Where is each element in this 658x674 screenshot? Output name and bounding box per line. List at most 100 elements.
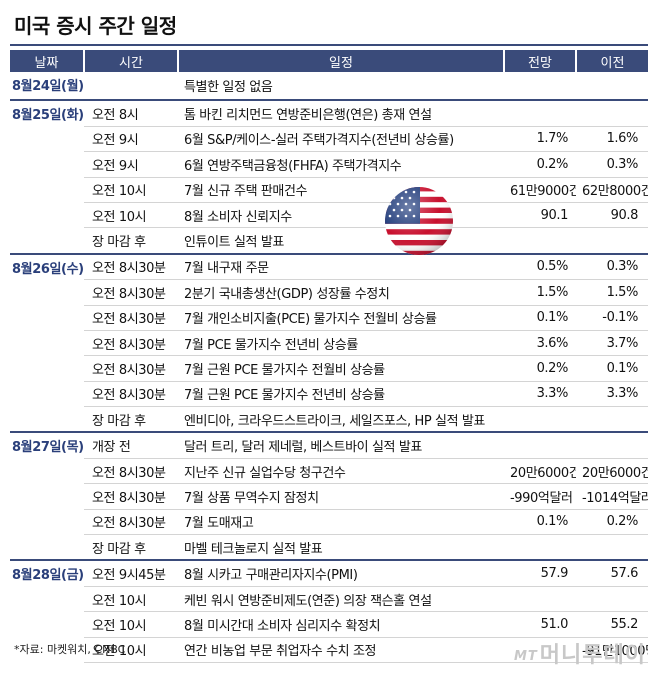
header-event: 일정	[178, 50, 505, 72]
event-cell: 마벨 테크놀로지 실적 발표	[178, 534, 504, 561]
table-row: 오전 10시 7월 신규 주택 판매건수 61만9000건 62만8000건	[10, 177, 648, 203]
forecast-cell: 0.5%	[504, 252, 576, 281]
time-cell: 오전 8시30분	[84, 381, 178, 408]
previous-cell: 20만6000건	[576, 458, 648, 485]
event-cell: 인튜이트 실적 발표	[178, 227, 504, 255]
previous-cell: 0.3%	[576, 252, 648, 281]
previous-cell	[576, 586, 648, 613]
time-cell: 오전 8시30분	[84, 355, 178, 382]
table-row: 장 마감 후 엔비디아, 크라우드스트라이크, 세일즈포스, HP 실적 발표	[10, 406, 648, 433]
time-cell: 오전 10시	[84, 611, 178, 638]
forecast-cell: 0.2%	[504, 355, 576, 382]
forecast-cell	[504, 227, 576, 255]
previous-cell: 90.8	[576, 202, 648, 229]
previous-cell	[576, 406, 648, 433]
event-cell: 톰 바킨 리치먼드 연방준비은행(연은) 총재 연설	[178, 99, 504, 127]
table-row: 오전 10시 8월 소비자 신뢰지수 90.1 90.8	[10, 202, 648, 229]
table-row: 오전 9시 6월 연방주택금융청(FHFA) 주택가격지수 0.2% 0.3%	[10, 151, 648, 178]
header-date: 날짜	[10, 50, 85, 72]
time-cell: 오전 8시30분	[84, 509, 178, 536]
table-row: 오전 9시 6월 S&P/케이스-실러 주택가격지수(전년비 상승률) 1.7% 1.…	[10, 126, 648, 153]
event-cell: 7월 신규 주택 판매건수	[178, 177, 504, 203]
forecast-cell	[504, 431, 576, 459]
logo-mt: MT	[513, 648, 538, 664]
previous-cell: -1014억달러	[576, 483, 648, 510]
forecast-cell	[504, 406, 576, 433]
table-row: 오전 8시30분 2분기 국내총생산(GDP) 성장률 수정치 1.5% 1.5%	[10, 279, 648, 306]
forecast-cell	[504, 72, 576, 101]
table-row: 오전 8시30분 7월 상품 무역수지 잠정치 -990억달러 -1014억달러	[10, 483, 648, 510]
table-row: 오전 10시 케빈 워시 연방준비제도(연준) 의장 잭슨홀 연설	[10, 586, 648, 613]
forecast-cell: -990억달러	[504, 483, 576, 510]
table-row: 오전 8시30분 7월 도매재고 0.1% 0.2%	[10, 509, 648, 536]
table-row: 오전 8시30분 지난주 신규 실업수당 청구건수 20만6000건 20만6000건	[10, 458, 648, 485]
time-cell: 오전 9시	[84, 126, 178, 153]
table-row: 8월27일(목) 개장 전 달러 트리, 달러 제네럴, 베스트바이 실적 발표	[10, 431, 648, 561]
forecast-cell: 1.5%	[504, 279, 576, 306]
event-cell: 6월 연방주택금융청(FHFA) 주택가격지수	[178, 151, 504, 178]
previous-cell: 55.2	[576, 611, 648, 638]
event-cell: 연간 비농업 부문 취업자수 수치 조정	[178, 637, 504, 663]
forecast-cell: 0.2%	[504, 151, 576, 178]
time-cell: 오전 8시	[84, 99, 178, 127]
forecast-cell: 0.1%	[504, 509, 576, 536]
event-cell: 7월 개인소비지출(PCE) 물가지수 전월비 상승률	[178, 305, 504, 331]
table-row: 오전 8시30분 7월 근원 PCE 물가지수 전년비 상승률 3.3% 3.3%	[10, 381, 648, 408]
event-cell: 8월 소비자 신뢰지수	[178, 202, 504, 229]
table-row: 8월26일(수) 오전 8시30분 7월 내구재 주문 0.5% 0.3%	[10, 252, 648, 433]
header-forecast: 전망	[504, 50, 577, 72]
time-cell: 오전 8시30분	[84, 305, 178, 331]
event-cell: 8월 시카고 구매관리자지수(PMI)	[178, 559, 504, 587]
header-time: 시간	[84, 50, 179, 72]
logo-text: 머니투데이	[539, 643, 646, 668]
previous-cell: 1.6%	[576, 126, 648, 153]
event-cell: 7월 근원 PCE 물가지수 전년비 상승률	[178, 381, 504, 408]
time-cell: 오전 10시	[84, 177, 178, 203]
schedule-table: 날짜 시간 일정 전망 이전 8월24일(월) 특별한 일정 없음 8월25일(화)…	[10, 50, 648, 663]
time-cell: 오전 8시30분	[84, 252, 178, 281]
previous-cell: 3.7%	[576, 330, 648, 357]
previous-cell: -0.1%	[576, 305, 648, 331]
event-cell: 6월 S&P/케이스-실러 주택가격지수(전년비 상승률)	[178, 126, 504, 153]
page-title: 미국 증시 주간 일정	[14, 14, 177, 38]
event-cell: 7월 근원 PCE 물가지수 전월비 상승률	[178, 355, 504, 382]
forecast-cell: 20만6000건	[504, 458, 576, 485]
table-row: 장 마감 후 마벨 테크놀로지 실적 발표	[10, 534, 648, 561]
time-cell: 오전 8시30분	[84, 458, 178, 485]
previous-cell: 3.3%	[576, 381, 648, 408]
previous-cell: 1.5%	[576, 279, 648, 306]
previous-cell: 0.2%	[576, 509, 648, 536]
forecast-cell	[504, 637, 576, 663]
date-cell: 8월25일(화)	[10, 99, 84, 254]
date-cell: 8월26일(수)	[10, 252, 84, 433]
event-cell: 케빈 워시 연방준비제도(연준) 의장 잭슨홀 연설	[178, 586, 504, 613]
forecast-cell	[504, 586, 576, 613]
time-cell: 오전 10시	[84, 586, 178, 613]
previous-cell: 57.6	[576, 559, 648, 587]
time-cell: 오전 10시	[84, 202, 178, 229]
table-row: 8월25일(화) 오전 8시 톰 바킨 리치먼드 연방준비은행(연은) 총재 연설	[10, 99, 648, 254]
forecast-cell: 57.9	[504, 559, 576, 587]
table-row: 8월24일(월) 특별한 일정 없음	[10, 72, 648, 101]
time-cell: 장 마감 후	[84, 227, 178, 255]
event-cell: 7월 PCE 물가지수 전년비 상승률	[178, 330, 504, 357]
table-row: 오전 10시 8월 미시간대 소비자 심리지수 확정치 51.0 55.2	[10, 611, 648, 638]
previous-cell	[576, 431, 648, 459]
event-cell: 특별한 일정 없음	[178, 72, 504, 101]
time-cell: 오전 9시45분	[84, 559, 178, 587]
forecast-cell: 1.7%	[504, 126, 576, 153]
us-flag-icon	[385, 187, 453, 255]
date-cell: 8월24일(월)	[12, 79, 84, 94]
time-cell: 장 마감 후	[84, 534, 178, 561]
time-cell: 개장 전	[84, 431, 178, 459]
time-cell: 장 마감 후	[84, 406, 178, 433]
forecast-cell	[504, 99, 576, 127]
time-cell	[84, 72, 178, 101]
brand-logo: MT머니투데이	[514, 637, 646, 669]
previous-cell: 0.1%	[576, 355, 648, 382]
date-cell: 8월28일(금)	[10, 559, 84, 663]
time-cell: 오전 9시	[84, 151, 178, 178]
event-cell: 8월 미시간대 소비자 심리지수 확정치	[178, 611, 504, 638]
event-cell: 2분기 국내총생산(GDP) 성장률 수정치	[178, 279, 504, 306]
